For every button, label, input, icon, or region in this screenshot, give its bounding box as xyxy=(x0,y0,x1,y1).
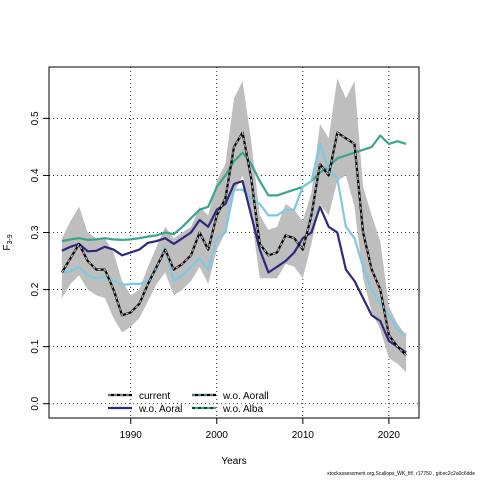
y-tick-label: 0.3 xyxy=(30,225,41,239)
series-line-w-o-aorall xyxy=(61,142,407,337)
confidence-band xyxy=(61,78,407,373)
x-tick-label: 2010 xyxy=(292,430,315,441)
y-tick-label: 0.4 xyxy=(30,168,41,182)
series-lines xyxy=(60,130,407,356)
legend: current w.o. Aoral w.o. Aorall w.o. Alba xyxy=(108,391,269,415)
legend-item: current xyxy=(108,391,170,402)
source-note: stockassessment.org,Scallops_WK_fit!, r1… xyxy=(327,471,475,477)
legend-label: w.o. Alba xyxy=(222,404,263,415)
legend-item: w.o. Alba xyxy=(192,404,263,415)
confidence-band-area xyxy=(61,78,407,373)
y-axis-label-main: F xyxy=(2,245,13,251)
plot-frame xyxy=(48,66,420,419)
x-tick-label: 2020 xyxy=(378,430,401,441)
x-axis-label: Years xyxy=(221,456,246,467)
y-axis-label-sub: 3-9 xyxy=(7,234,14,244)
y-axis-label: F3-9 xyxy=(2,234,14,250)
legend-item: w.o. Aoral xyxy=(108,404,182,415)
x-tick-label: 1990 xyxy=(120,430,143,441)
y-tick-label: 0.5 xyxy=(30,111,41,125)
legend-item: w.o. Aorall xyxy=(192,391,269,402)
series-line-current-dash xyxy=(61,130,407,356)
series-line-w-o-aoral xyxy=(61,180,407,354)
x-tick-label: 2000 xyxy=(206,430,229,441)
y-tick-label: 0.0 xyxy=(30,396,41,410)
y-tick-label: 0.2 xyxy=(30,282,41,296)
series-line-w-o-alba xyxy=(61,134,407,243)
legend-label: w.o. Aoral xyxy=(138,404,182,415)
axes: 1990 2000 2010 2020 0.0 0.1 0.2 0.3 0.4 0.5 xyxy=(30,111,400,441)
y-tick-label: 0.1 xyxy=(30,339,41,353)
legend-label: current xyxy=(139,391,170,402)
legend-label: w.o. Aorall xyxy=(222,391,269,402)
